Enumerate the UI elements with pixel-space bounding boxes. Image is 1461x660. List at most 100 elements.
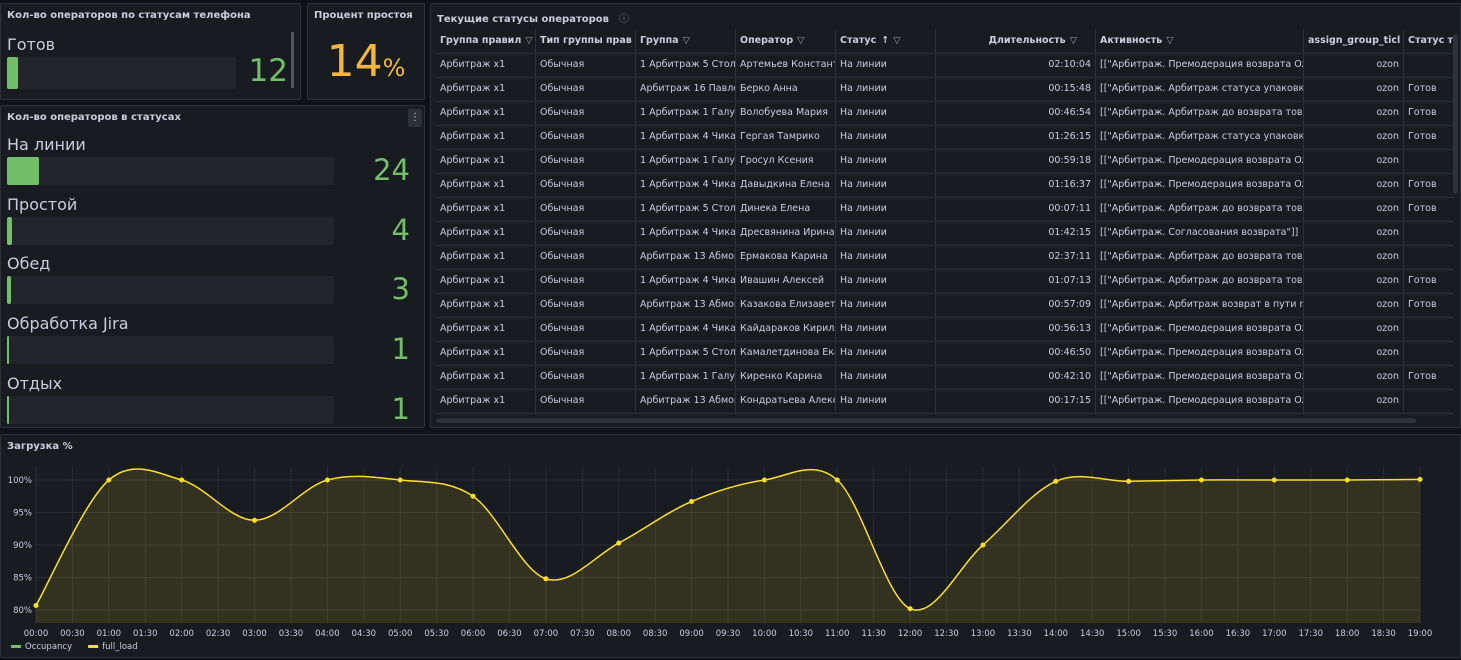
chart-title: Загрузка %: [7, 441, 73, 452]
gauge-label: Обработка Jira: [7, 314, 129, 334]
table-row: Арбитраж x1 Обычная 1 Арбитраж 1 Галуш Кире…: [436, 366, 1454, 390]
table-row: Арбитраж x1 Обычная 1 Арбитраж 5 Столп Кама…: [436, 342, 1454, 366]
y-tick-label: 85%: [13, 574, 32, 584]
table-cell: Обычная: [536, 342, 636, 366]
gauge-track: [7, 276, 334, 305]
table-cell: 1 Арбитраж 4 Чикан: [636, 270, 736, 294]
gauge-label: Отдых: [7, 373, 63, 393]
table-cell: Арбитраж x1: [436, 270, 536, 294]
table-row: Арбитраж x1 Обычная Арбитраж 13 Абмор Ермак…: [436, 246, 1454, 270]
column-header: Активность ▽: [1096, 30, 1304, 54]
panel-title: Текущие статусы операторов ⓘ: [437, 10, 629, 25]
menu-button[interactable]: ⋮: [408, 109, 422, 127]
table-cell: 00:07:11: [936, 198, 1096, 222]
table-cell: 00:57:09: [936, 294, 1096, 318]
column-header: Оператор ▽: [736, 30, 836, 54]
table-cell: Ивашин Алексей: [736, 270, 836, 294]
table-cell: Обычная: [536, 198, 636, 222]
table-row: Арбитраж x1 Обычная 1 Арбитраж 4 Чикан Герг…: [436, 126, 1454, 150]
sort-icon: ↑: [881, 35, 890, 46]
header-text: Группа правил: [440, 35, 522, 46]
table-cell: [["Арбитраж. Арбитраж возврат в пути rFB…: [1096, 294, 1304, 318]
table-cell: Гергая Тамрико: [736, 126, 836, 150]
x-tick-label: 14:30: [1080, 629, 1105, 639]
table-cell: Камалетдинова Екат: [736, 342, 836, 366]
table-cell: Обычная: [536, 294, 636, 318]
table-cell: Готов: [1404, 270, 1454, 294]
table-row: Арбитраж x1 Обычная 1 Арбитраж 4 Чикан Кайд…: [436, 318, 1454, 342]
table-cell: Обычная: [536, 78, 636, 102]
x-tick-label: 08:30: [643, 629, 668, 639]
table-cell: [["Арбитраж. Премодерация возврата Ozor: [1096, 342, 1304, 366]
table-cell: Кайдараков Кирилл: [736, 318, 836, 342]
table-cell: 00:59:18: [936, 150, 1096, 174]
point: [324, 477, 330, 483]
table-cell: Обычная: [536, 222, 636, 246]
x-tick-label: 03:30: [279, 629, 304, 639]
point: [616, 540, 622, 546]
table-cell: ozon: [1304, 270, 1404, 294]
table-cell: 1 Арбитраж 1 Галуш: [636, 150, 736, 174]
table-cell: [1404, 54, 1454, 78]
filter-icon[interactable]: ▽: [525, 35, 533, 46]
header-text: Длительность: [988, 35, 1066, 46]
table-cell: Ермакова Карина: [736, 246, 836, 270]
table-panel: Текущие статусы операторов ⓘ Группа прави…: [430, 3, 1461, 428]
table-cell: На линии: [836, 126, 936, 150]
header-text: Активность: [1100, 35, 1163, 46]
x-tick-label: 06:30: [497, 629, 522, 639]
gauge-value: 3: [391, 272, 410, 307]
table-cell: Волобуева Мария: [736, 102, 836, 126]
table-cell: На линии: [836, 174, 936, 198]
table-cell: Арбитраж x1: [436, 222, 536, 246]
table-cell: Арбитраж 13 Абмор: [636, 390, 736, 414]
gauge-bar: [7, 216, 13, 245]
table-cell: 00:46:54: [936, 102, 1096, 126]
table: Группа правил▽Тип группы прав▽Группа▽Опе…: [436, 30, 1454, 417]
filter-icon[interactable]: ▽: [893, 35, 901, 46]
header-text: Статус: [840, 35, 877, 46]
x-tick-label: 18:30: [1371, 629, 1396, 639]
table-row: Арбитраж x1 Обычная 1 Арбитраж 4 Чикан Иваш…: [436, 270, 1454, 294]
gauge-bar: [7, 336, 9, 365]
gauge-bar: [7, 157, 40, 185]
table-cell: ozon: [1304, 174, 1404, 198]
table-cell: 00:15:48: [936, 78, 1096, 102]
point: [1344, 477, 1350, 483]
status-panel: Кол-во операторов в статусах ⋮ На линии 2…: [0, 105, 425, 428]
table-cell: На линии: [836, 318, 936, 342]
table-cell: Казакова Елизавета: [736, 294, 836, 318]
h-scrollbar[interactable]: [436, 418, 1416, 423]
table-cell: ozon: [1304, 246, 1404, 270]
filter-icon[interactable]: ▽: [797, 35, 805, 46]
table-cell: Арбитраж x1: [436, 318, 536, 342]
panel-title: Кол-во операторов по статусам телефона: [7, 10, 251, 21]
gauge-bar: [7, 57, 19, 89]
x-tick-label: 02:00: [169, 629, 194, 639]
table-cell: Арбитраж x1: [436, 246, 536, 270]
gauge-value: 24: [373, 153, 410, 187]
v-scrollbar[interactable]: [1453, 34, 1458, 194]
gauge-label: Простой: [7, 194, 78, 214]
table-cell: Арбитраж x1: [436, 126, 536, 150]
table-cell: Арбитраж x1: [436, 342, 536, 366]
table-cell: На линии: [836, 390, 936, 414]
point: [907, 606, 913, 612]
gauge-bar: [7, 395, 9, 424]
table-cell: [1404, 342, 1454, 366]
filter-icon[interactable]: ▽: [682, 35, 690, 46]
point: [1417, 476, 1423, 482]
info-icon[interactable]: ⓘ: [618, 14, 629, 25]
table-cell: Обычная: [536, 102, 636, 126]
table-cell: 01:26:15: [936, 126, 1096, 150]
filter-icon[interactable]: ▽: [1069, 35, 1077, 46]
x-tick-label: 16:30: [1226, 629, 1251, 639]
column-header: Группа правил ▽: [436, 30, 536, 54]
filter-icon[interactable]: ▽: [1166, 35, 1174, 46]
table-cell: ozon: [1304, 342, 1404, 366]
table-cell: [["Арбитраж. Арбитраж до возврата товара: [1096, 270, 1304, 294]
table-cell: [["Арбитраж. Премодерация возврата Ozor: [1096, 390, 1304, 414]
gauge-value: 1: [391, 391, 410, 426]
gauge-track: [7, 157, 334, 185]
point: [179, 477, 185, 483]
